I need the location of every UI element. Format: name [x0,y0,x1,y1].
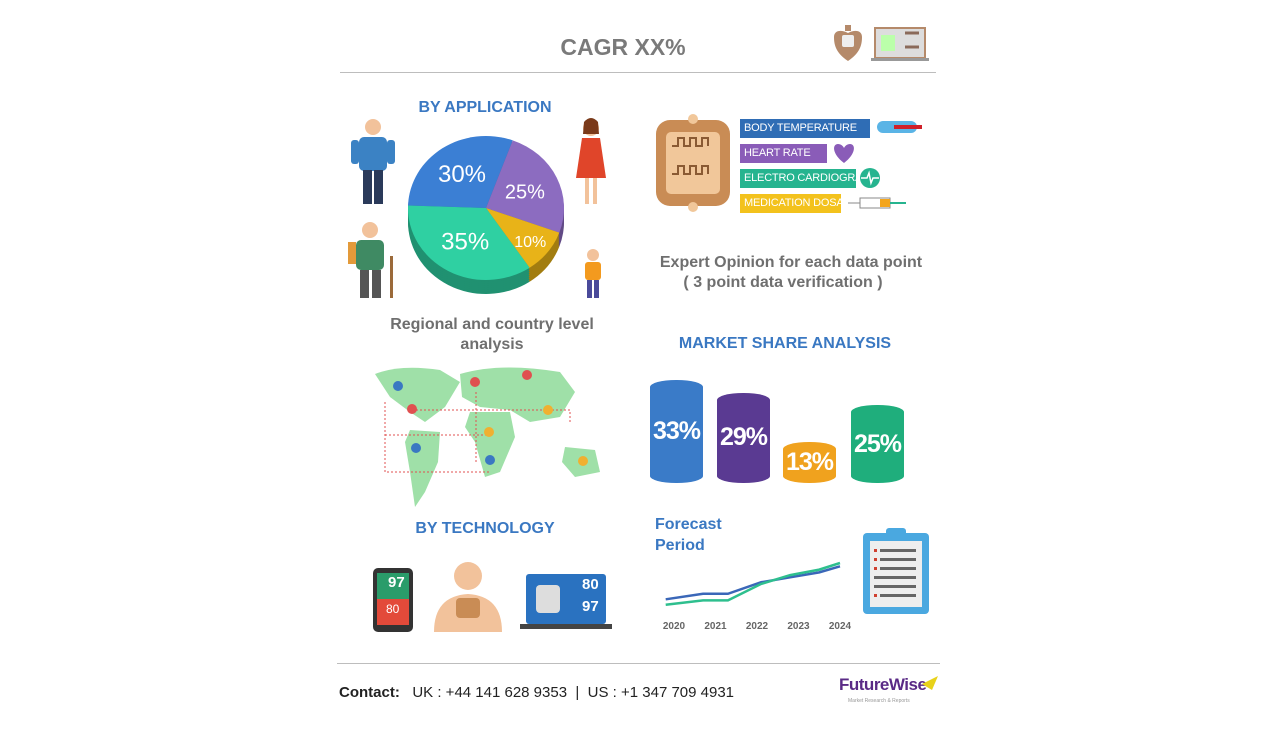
elderly-man-figure-icon [348,222,393,298]
page-title: CAGR XX% [560,34,686,60]
application-pie-chart: 30% 25% 10% 35% [408,136,564,294]
footer-divider [337,663,940,664]
monitor-reading-bottom: 97 [582,598,599,615]
x-tick-label: 2023 [787,621,810,632]
thermometer-icon [877,121,922,133]
laptop-monitor-icon [520,574,612,629]
param-heart-rate: HEART RATE [740,144,827,163]
pie-slice-label: 25% [505,181,545,203]
us-phone[interactable]: US : +1 347 709 4931 [587,684,735,701]
smartphone-icon [373,568,413,632]
by-technology-title: BY TECHNOLOGY [415,520,555,537]
forecast-series-line [665,565,841,601]
wearable-sensor-icon [834,25,862,61]
param-medication-dosage: MEDICATION DOSAGE [740,194,841,213]
header-divider [340,72,936,73]
forecast-title-line1: Forecast [655,516,722,533]
man-figure-icon [351,119,395,204]
forecast-series-line [665,561,841,607]
pie-slice-label: 10% [514,234,546,251]
x-tick-label: 2024 [829,621,852,632]
regional-text-line1: Regional and country level [390,316,594,333]
monitor-reading-top: 80 [582,576,599,593]
futurewise-logo: FutureWise [839,675,927,694]
map-pins [393,370,588,466]
by-application-title: BY APPLICATION [418,99,552,116]
market-share-bar: 25% [851,405,904,483]
param-body-temperature: BODY TEMPERATURE [740,119,870,138]
world-map [375,367,600,507]
pie-slice [486,140,564,233]
sensor-chip-icon [656,114,730,212]
param-electro-cardiogram: ELECTRO CARDIOGRAM [740,169,856,188]
phone-reading-top: 97 [388,574,405,591]
pie-slice-label: 35% [441,229,489,256]
market-share-title: MARKET SHARE ANALYSIS [678,335,892,352]
pie-slice [486,208,560,268]
market-share-bar: 29% [717,392,770,483]
x-tick-label: 2022 [746,621,769,632]
contact-label: Contact: [339,684,400,701]
ecg-icon [860,168,880,188]
heart-icon [834,144,854,163]
woman-figure-icon [576,118,606,204]
market-share-bar: 33% [650,380,703,483]
pie-slice [408,205,530,280]
data-verification-text: ( 3 point data verification ) [683,274,883,291]
contact-info: Contact: UK : +44 141 628 9353 | US : +1… [339,684,734,702]
market-share-bar: 13% [783,442,836,483]
phone-reading-bottom: 80 [386,602,400,616]
pie-slice [408,136,513,208]
x-tick-label: 2020 [663,621,686,632]
monitor-icon [871,27,929,61]
regional-text-line2: analysis [460,336,524,353]
expert-opinion-text: Expert Opinion for each data point [659,254,923,271]
syringe-icon [848,197,906,209]
forecast-title-line2: Period [655,537,705,554]
logo-arrow-icon [922,676,938,690]
separator: | [575,684,580,701]
uk-phone[interactable]: UK : +44 141 628 9353 [412,684,568,701]
x-tick-label: 2021 [704,621,727,632]
forecast-line-chart: 2020 2021 2022 2023 2024 [663,561,852,632]
body-sensor-figure-icon [434,562,502,632]
logo-tagline: Market Research & Reports [848,698,910,704]
child-figure-icon [585,249,601,298]
pie-slice-label: 30% [438,161,486,188]
clipboard-icon [863,528,929,614]
